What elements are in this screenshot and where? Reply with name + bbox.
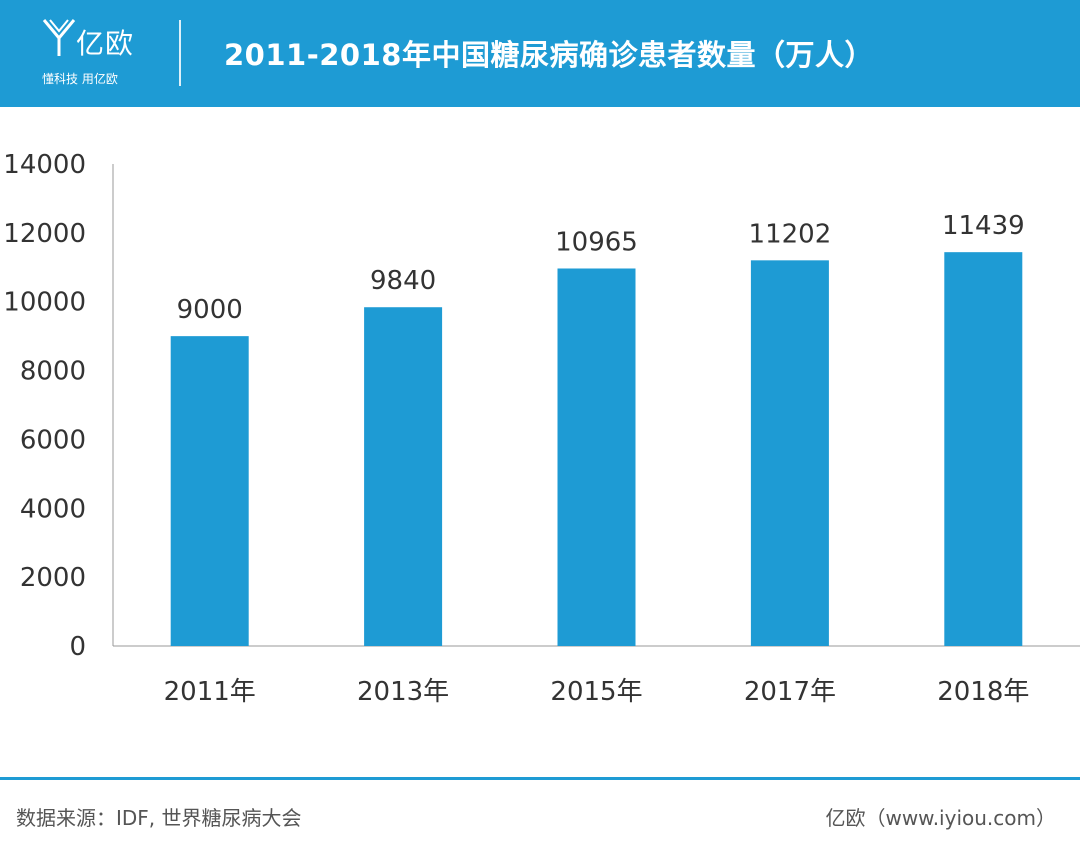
bar-value-label: 9000 (177, 295, 243, 325)
x-tick-label: 2018年 (937, 677, 1029, 707)
brand-credit: 亿欧（www.iyiou.com） (825, 806, 1056, 830)
bar-value-label: 9840 (370, 266, 436, 296)
y-tick-label: 0 (69, 632, 86, 662)
x-axis: 2011年 2013年 2015年 2017年 2018年 (113, 645, 1080, 707)
y-tick-label: 12000 (3, 219, 86, 249)
x-tick-label: 2013年 (357, 677, 449, 707)
bar (364, 307, 443, 646)
footer-divider (0, 777, 1080, 780)
y-tick-label: 6000 (20, 425, 86, 455)
header-divider (179, 20, 181, 86)
bars: 9000 9840 10965 11202 11439 (170, 211, 1025, 646)
logo: 亿欧 懂科技 用亿欧 (42, 18, 154, 90)
y-tick-label: 10000 (3, 288, 86, 318)
logo-y-icon (42, 19, 76, 56)
x-tick-label: 2017年 (744, 677, 836, 707)
bar (750, 260, 829, 646)
y-tick-label: 4000 (20, 494, 86, 524)
y-tick-label: 2000 (20, 563, 86, 593)
header-banner: 亿欧 懂科技 用亿欧 2011-2018年中国糖尿病确诊患者数量（万人） (0, 0, 1080, 107)
bar-value-label: 11439 (942, 211, 1025, 241)
bar (557, 268, 636, 646)
bar-value-label: 11202 (749, 219, 832, 249)
x-tick-label: 2011年 (164, 677, 256, 707)
y-axis: 0 2000 4000 6000 8000 10000 12000 14000 (3, 150, 114, 662)
bar-value-label: 10965 (555, 227, 638, 257)
data-source: 数据来源：IDF, 世界糖尿病大会 (16, 806, 302, 830)
x-tick-label: 2015年 (550, 677, 642, 707)
chart-title: 2011-2018年中国糖尿病确诊患者数量（万人） (224, 38, 874, 72)
y-tick-label: 14000 (3, 150, 86, 180)
y-tick-label: 8000 (20, 357, 86, 387)
logo-name: 亿欧 (76, 27, 135, 60)
logo-slogan: 懂科技 用亿欧 (42, 72, 118, 86)
bar (944, 252, 1023, 646)
bar (170, 336, 249, 646)
